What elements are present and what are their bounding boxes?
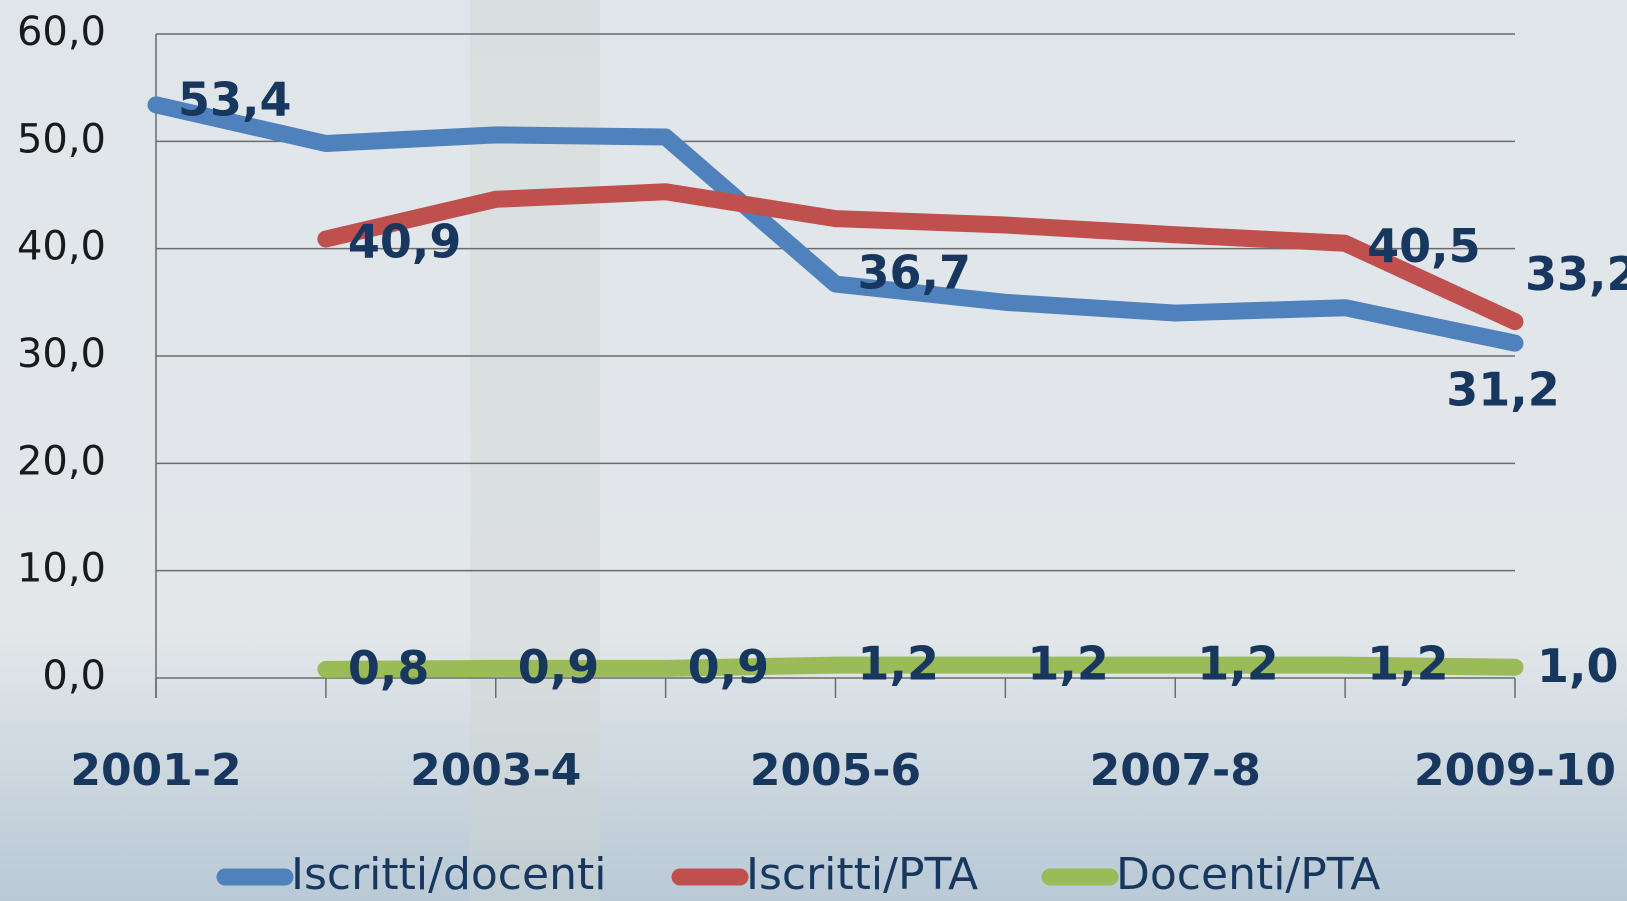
y-tick-label: 60,0: [17, 9, 106, 55]
x-tick-label: 2009-10: [1414, 745, 1616, 796]
background-band: [470, 0, 600, 901]
data-label: 0,9: [518, 640, 600, 694]
data-label: 36,7: [858, 246, 972, 300]
series-line: [317, 183, 1524, 331]
series-line: [317, 656, 1524, 678]
y-tick-label: 20,0: [17, 438, 106, 484]
series-line: [147, 96, 1524, 352]
y-tick-label: 0,0: [42, 653, 106, 699]
y-tick-label: 50,0: [17, 116, 106, 162]
y-tick-label: 40,0: [17, 224, 106, 270]
data-label: 40,9: [348, 215, 462, 269]
data-label: 1,2: [1027, 637, 1109, 691]
legend-label: Docenti/PTA: [1116, 849, 1380, 900]
legend-label: Iscritti/PTA: [746, 849, 978, 900]
data-label: 40,5: [1367, 219, 1481, 273]
data-label: 1,2: [858, 637, 940, 691]
data-label: 1,2: [1197, 637, 1279, 691]
data-label: 33,2: [1525, 247, 1627, 301]
data-label: 31,2: [1446, 363, 1560, 417]
y-tick-label: 10,0: [17, 546, 106, 592]
data-label: 1,2: [1367, 637, 1449, 691]
x-tick-label: 2003-4: [410, 745, 581, 796]
x-tick-label: 2005-6: [750, 745, 921, 796]
data-label: 53,4: [178, 72, 292, 126]
x-tick-label: 2001-2: [70, 745, 241, 796]
x-tick-label: 2007-8: [1090, 745, 1261, 796]
data-label: 0,9: [688, 640, 770, 694]
data-label: 1,0: [1537, 639, 1619, 693]
legend-label: Iscritti/docenti: [291, 849, 606, 900]
y-tick-label: 30,0: [17, 331, 106, 377]
data-label: 0,8: [348, 641, 430, 695]
